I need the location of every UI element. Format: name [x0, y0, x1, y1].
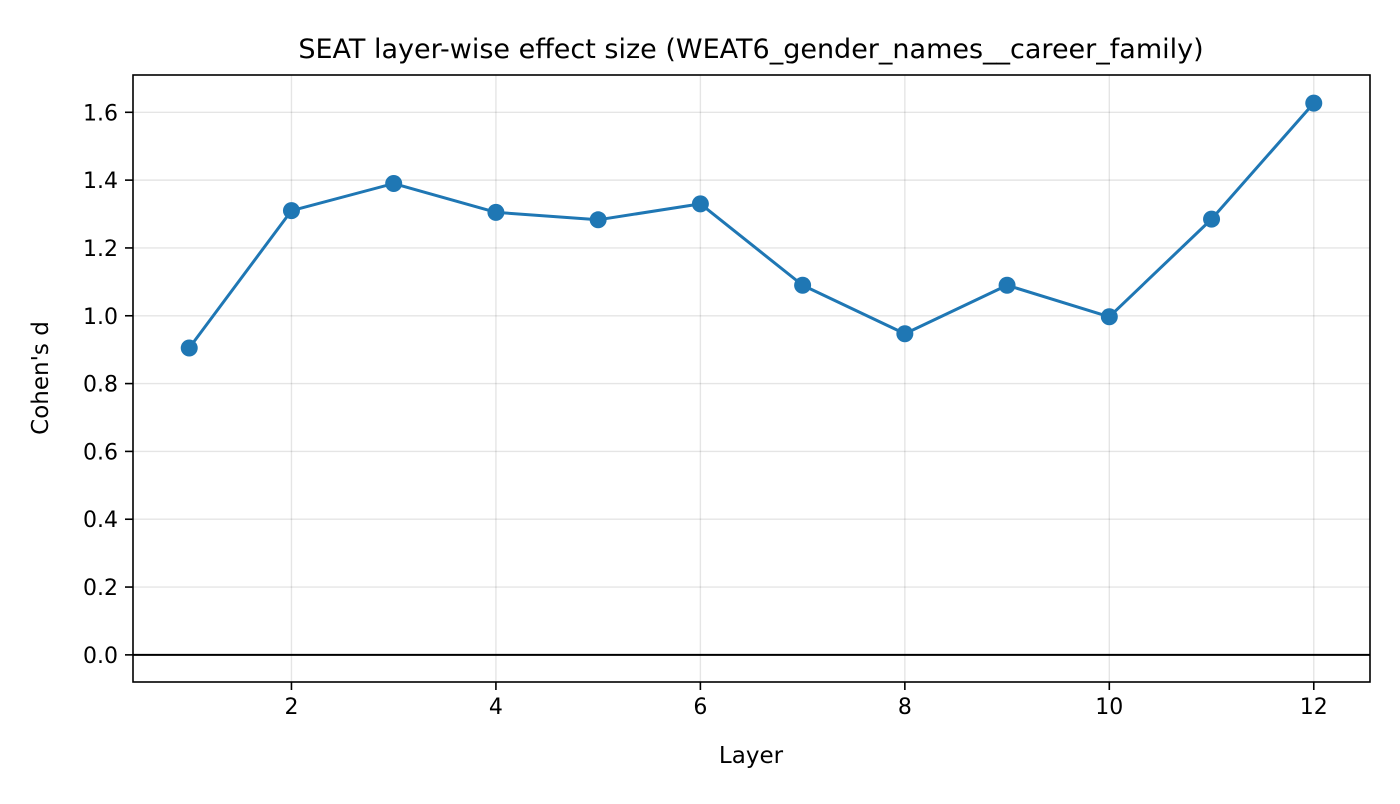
- data-point-layer-8: [896, 325, 914, 343]
- y-axis-label: Cohen's d: [28, 321, 54, 435]
- y-tick-label: 0.2: [83, 576, 118, 601]
- x-axis-ticks: 2 4 6 8 10 12: [284, 682, 1328, 720]
- grid-lines: [133, 75, 1370, 682]
- y-tick-label: 0.4: [83, 508, 118, 533]
- data-point-layer-4: [487, 203, 505, 221]
- data-point-layer-11: [1203, 210, 1221, 228]
- x-tick-label: 10: [1095, 695, 1123, 720]
- y-tick-label: 1.2: [83, 237, 118, 262]
- plot-frame: [132, 74, 1371, 683]
- x-axis-label: Layer: [719, 743, 784, 769]
- x-tick-label: 4: [489, 695, 503, 720]
- data-point-layer-6: [691, 195, 709, 213]
- chart-title: SEAT layer-wise effect size (WEAT6_gende…: [298, 34, 1203, 65]
- y-tick-label: 0.8: [83, 373, 118, 398]
- data-point-layer-7: [794, 276, 812, 294]
- series-line: [188, 102, 1315, 349]
- data-series: [180, 94, 1323, 357]
- data-point-layer-2: [282, 202, 300, 220]
- data-point-layer-3: [385, 175, 403, 193]
- y-axis-ticks: 0.0 0.2 0.4 0.6 0.8 1.0 1.2 1.4 1.6: [83, 101, 133, 669]
- data-point-layer-9: [998, 276, 1016, 294]
- x-tick-label: 12: [1300, 695, 1328, 720]
- y-tick-label: 0.0: [83, 644, 118, 669]
- data-point-layer-10: [1100, 308, 1118, 326]
- x-tick-label: 8: [898, 695, 912, 720]
- x-tick-label: 2: [284, 695, 298, 720]
- y-tick-label: 1.4: [83, 169, 118, 194]
- y-tick-label: 1.0: [83, 305, 118, 330]
- x-tick-label: 6: [693, 695, 707, 720]
- y-tick-label: 1.6: [83, 101, 118, 126]
- data-point-layer-1: [180, 339, 198, 357]
- data-point-layer-12: [1305, 94, 1323, 112]
- y-tick-label: 0.6: [83, 440, 118, 465]
- data-point-layer-5: [589, 211, 607, 229]
